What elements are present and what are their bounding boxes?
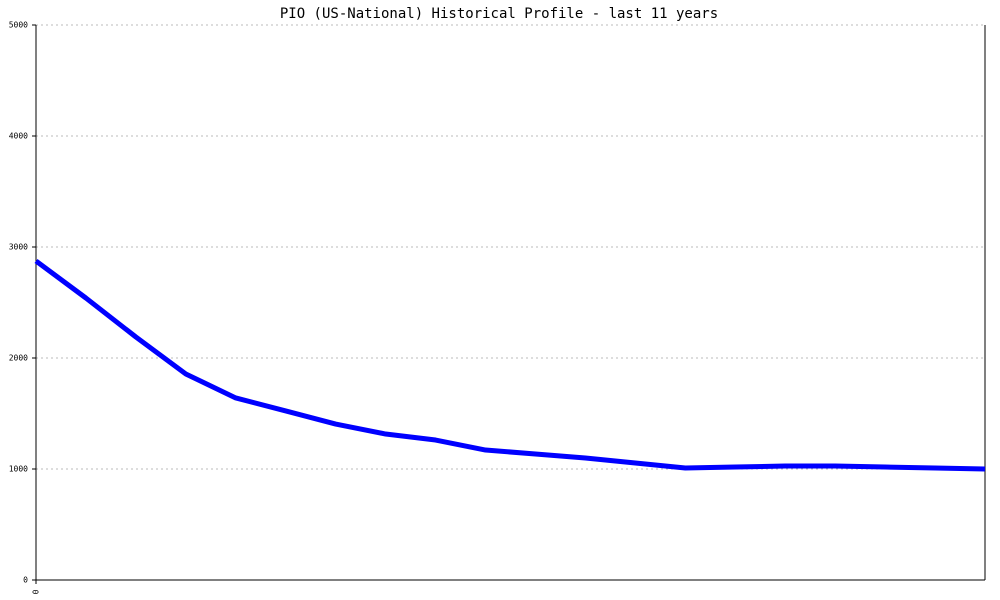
chart-title: PIO (US-National) Historical Profile - l… [280,6,718,22]
data-line [34,258,986,472]
y-tick-label: 3000 [9,243,28,252]
y-tick-label: 5000 [9,21,28,30]
y-tick-label: 4000 [9,132,28,141]
x-tick-label: 0 [32,589,41,594]
y-tick-label: 0 [23,576,28,585]
y-tick-label: 2000 [9,354,28,363]
y-tick-label: 1000 [9,465,28,474]
